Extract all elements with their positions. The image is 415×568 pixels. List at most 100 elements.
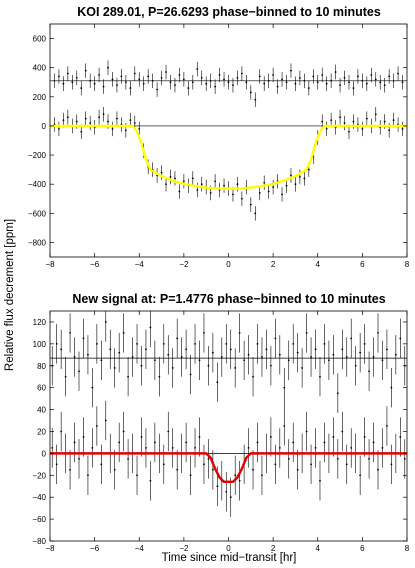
data-point bbox=[403, 457, 406, 460]
data-point bbox=[145, 348, 147, 351]
y-tick-label: 400 bbox=[33, 64, 47, 73]
data-point bbox=[258, 192, 261, 194]
data-point bbox=[211, 351, 214, 354]
data-point bbox=[171, 367, 174, 369]
data-point bbox=[365, 117, 368, 120]
data-point bbox=[363, 436, 366, 438]
data-point bbox=[323, 441, 326, 444]
data-point bbox=[78, 457, 80, 460]
data-point bbox=[238, 479, 241, 482]
data-point bbox=[180, 356, 183, 358]
data-point bbox=[169, 81, 172, 84]
data-point bbox=[107, 66, 109, 69]
data-point bbox=[350, 447, 353, 449]
data-point bbox=[325, 127, 328, 130]
data-point bbox=[185, 441, 188, 444]
data-point bbox=[207, 364, 210, 367]
x-tick-label: 8 bbox=[405, 260, 410, 269]
plot-frame bbox=[49, 23, 408, 258]
data-point bbox=[104, 419, 107, 422]
data-point bbox=[379, 81, 382, 84]
data-point bbox=[267, 79, 270, 82]
data-point bbox=[158, 375, 161, 378]
data-point bbox=[62, 82, 65, 85]
data-point bbox=[274, 463, 277, 466]
data-point bbox=[182, 78, 185, 81]
data-point bbox=[207, 457, 210, 460]
data-point bbox=[232, 193, 234, 196]
data-point bbox=[370, 74, 373, 76]
data-point bbox=[245, 81, 248, 84]
data-point bbox=[116, 117, 118, 120]
data-point bbox=[102, 113, 105, 116]
data-point bbox=[287, 457, 290, 460]
data-point bbox=[352, 120, 355, 123]
data-point bbox=[263, 181, 266, 184]
data-point bbox=[401, 127, 404, 130]
data-point bbox=[283, 425, 286, 427]
data-point bbox=[140, 364, 143, 367]
data-point bbox=[129, 119, 132, 122]
data-point bbox=[102, 85, 105, 88]
data-point bbox=[229, 496, 232, 499]
shared-x-axis-label: Time since mid−transit [hr] bbox=[162, 552, 297, 564]
data-point bbox=[372, 356, 375, 358]
transit-model-curve bbox=[50, 124, 407, 191]
data-point bbox=[200, 76, 203, 79]
data-point bbox=[343, 122, 346, 124]
data-point bbox=[299, 176, 301, 178]
data-point bbox=[84, 117, 87, 120]
data-point bbox=[66, 72, 69, 75]
data-point bbox=[162, 342, 165, 345]
data-point bbox=[307, 168, 310, 171]
data-point bbox=[267, 190, 270, 193]
data-point bbox=[98, 116, 100, 119]
y-tick-label: −200 bbox=[28, 151, 47, 160]
data-point bbox=[214, 180, 217, 183]
data-point bbox=[95, 425, 98, 427]
data-point bbox=[274, 337, 277, 340]
data-point bbox=[178, 74, 181, 76]
y-tick-label: −80 bbox=[32, 537, 46, 546]
data-point bbox=[294, 183, 297, 186]
data-point bbox=[296, 468, 299, 471]
data-point bbox=[401, 81, 404, 84]
data-point bbox=[66, 116, 69, 119]
data-point bbox=[247, 353, 250, 356]
data-point bbox=[209, 192, 212, 194]
data-point bbox=[328, 359, 330, 362]
data-point bbox=[160, 171, 163, 174]
data-point bbox=[203, 463, 205, 466]
chart-marks bbox=[50, 311, 407, 517]
data-point bbox=[319, 375, 321, 378]
y-tick-label: −20 bbox=[32, 471, 46, 480]
data-point bbox=[80, 87, 83, 89]
x-tick-label: 0 bbox=[226, 544, 231, 553]
data-point bbox=[124, 81, 127, 84]
data-point bbox=[69, 468, 71, 471]
data-point bbox=[301, 367, 304, 369]
data-point bbox=[392, 119, 395, 122]
data-point bbox=[290, 174, 292, 177]
data-point bbox=[104, 321, 107, 323]
data-point bbox=[142, 82, 145, 85]
data-point bbox=[330, 79, 333, 82]
chart-ticks: −8 −6 −4 −2 0 2 4 6 8 −800 −600 −400 −200 0 200 400 600 bbox=[28, 24, 410, 269]
data-point bbox=[191, 177, 194, 180]
data-point bbox=[348, 81, 350, 84]
data-point bbox=[153, 359, 156, 362]
data-point bbox=[283, 386, 286, 389]
data-point bbox=[100, 359, 103, 362]
data-point bbox=[361, 127, 364, 130]
x-tick-label: −8 bbox=[45, 260, 55, 269]
y-tick-label: 60 bbox=[37, 384, 46, 393]
data-point bbox=[363, 342, 366, 345]
data-point bbox=[281, 193, 283, 196]
data-point bbox=[118, 351, 121, 354]
data-point bbox=[129, 87, 132, 89]
data-point bbox=[178, 190, 181, 193]
data-point bbox=[258, 75, 261, 78]
x-tick-label: 6 bbox=[360, 544, 365, 553]
data-point bbox=[138, 78, 141, 81]
